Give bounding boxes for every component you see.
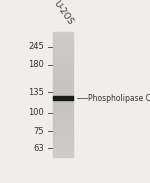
Bar xyxy=(53,156,73,157)
Bar xyxy=(53,135,73,137)
Bar xyxy=(53,121,73,123)
Bar xyxy=(53,143,73,145)
Bar xyxy=(53,96,73,100)
Bar xyxy=(53,34,73,36)
Bar xyxy=(53,65,73,67)
Bar xyxy=(53,146,73,148)
Bar xyxy=(53,62,73,64)
Bar xyxy=(53,90,73,92)
Bar xyxy=(53,53,73,54)
Bar xyxy=(53,32,73,34)
Text: 180: 180 xyxy=(28,60,44,69)
Text: 135: 135 xyxy=(28,88,44,97)
Bar xyxy=(53,137,73,139)
Bar xyxy=(53,57,73,59)
Bar xyxy=(53,68,73,70)
Bar xyxy=(53,140,73,142)
Bar xyxy=(53,129,73,131)
Bar xyxy=(53,50,73,51)
Bar xyxy=(53,85,73,87)
Bar xyxy=(53,64,73,65)
Bar xyxy=(53,67,73,68)
Bar xyxy=(53,81,73,82)
Bar xyxy=(53,126,73,128)
Bar xyxy=(53,151,73,153)
Bar xyxy=(53,76,73,78)
Bar xyxy=(53,92,73,93)
Bar xyxy=(53,51,73,53)
Bar xyxy=(53,78,73,79)
Bar xyxy=(53,128,73,129)
Bar xyxy=(53,131,73,132)
Bar xyxy=(53,117,73,118)
Text: 100: 100 xyxy=(28,108,44,117)
Bar xyxy=(53,106,73,107)
Text: Phospholipase C beta 1: Phospholipase C beta 1 xyxy=(88,94,150,102)
Bar xyxy=(53,87,73,89)
Bar xyxy=(53,115,73,117)
Bar xyxy=(53,70,73,72)
Bar xyxy=(53,71,73,73)
Bar xyxy=(53,138,73,140)
Bar xyxy=(53,123,73,124)
Text: 63: 63 xyxy=(33,144,44,153)
Bar xyxy=(53,36,73,37)
Bar xyxy=(53,107,73,109)
Bar xyxy=(53,74,73,76)
Bar xyxy=(53,145,73,146)
Bar xyxy=(53,48,73,50)
Text: 245: 245 xyxy=(28,42,44,51)
Bar xyxy=(53,93,73,95)
Bar xyxy=(53,112,73,114)
Bar xyxy=(53,152,73,154)
Bar xyxy=(53,149,73,151)
Text: 75: 75 xyxy=(33,127,44,136)
Bar xyxy=(53,82,73,84)
Bar xyxy=(53,99,73,101)
Bar xyxy=(53,42,73,43)
Bar xyxy=(53,37,73,39)
Bar xyxy=(53,148,73,150)
Bar xyxy=(53,113,73,115)
Bar xyxy=(53,54,73,56)
Bar xyxy=(53,84,73,85)
Bar xyxy=(53,89,73,90)
Bar xyxy=(53,104,73,106)
Text: U-2OS: U-2OS xyxy=(51,0,74,26)
Bar xyxy=(53,109,73,111)
Bar xyxy=(53,73,73,75)
Bar xyxy=(53,59,73,61)
Bar xyxy=(53,46,73,48)
Bar xyxy=(53,95,73,96)
Bar xyxy=(53,124,73,126)
Bar xyxy=(53,154,73,156)
Bar xyxy=(53,39,73,40)
Bar xyxy=(53,79,73,81)
Bar xyxy=(53,141,73,143)
Bar xyxy=(53,96,73,98)
Bar xyxy=(53,102,73,104)
Bar xyxy=(53,56,73,57)
Bar xyxy=(53,120,73,121)
Bar xyxy=(53,101,73,103)
Bar xyxy=(53,134,73,135)
Bar xyxy=(53,40,73,42)
Bar xyxy=(53,60,73,62)
Bar xyxy=(53,118,73,120)
Bar xyxy=(53,98,73,100)
Bar xyxy=(53,45,73,46)
Bar xyxy=(53,43,73,45)
Bar xyxy=(53,110,73,112)
Bar xyxy=(53,132,73,134)
